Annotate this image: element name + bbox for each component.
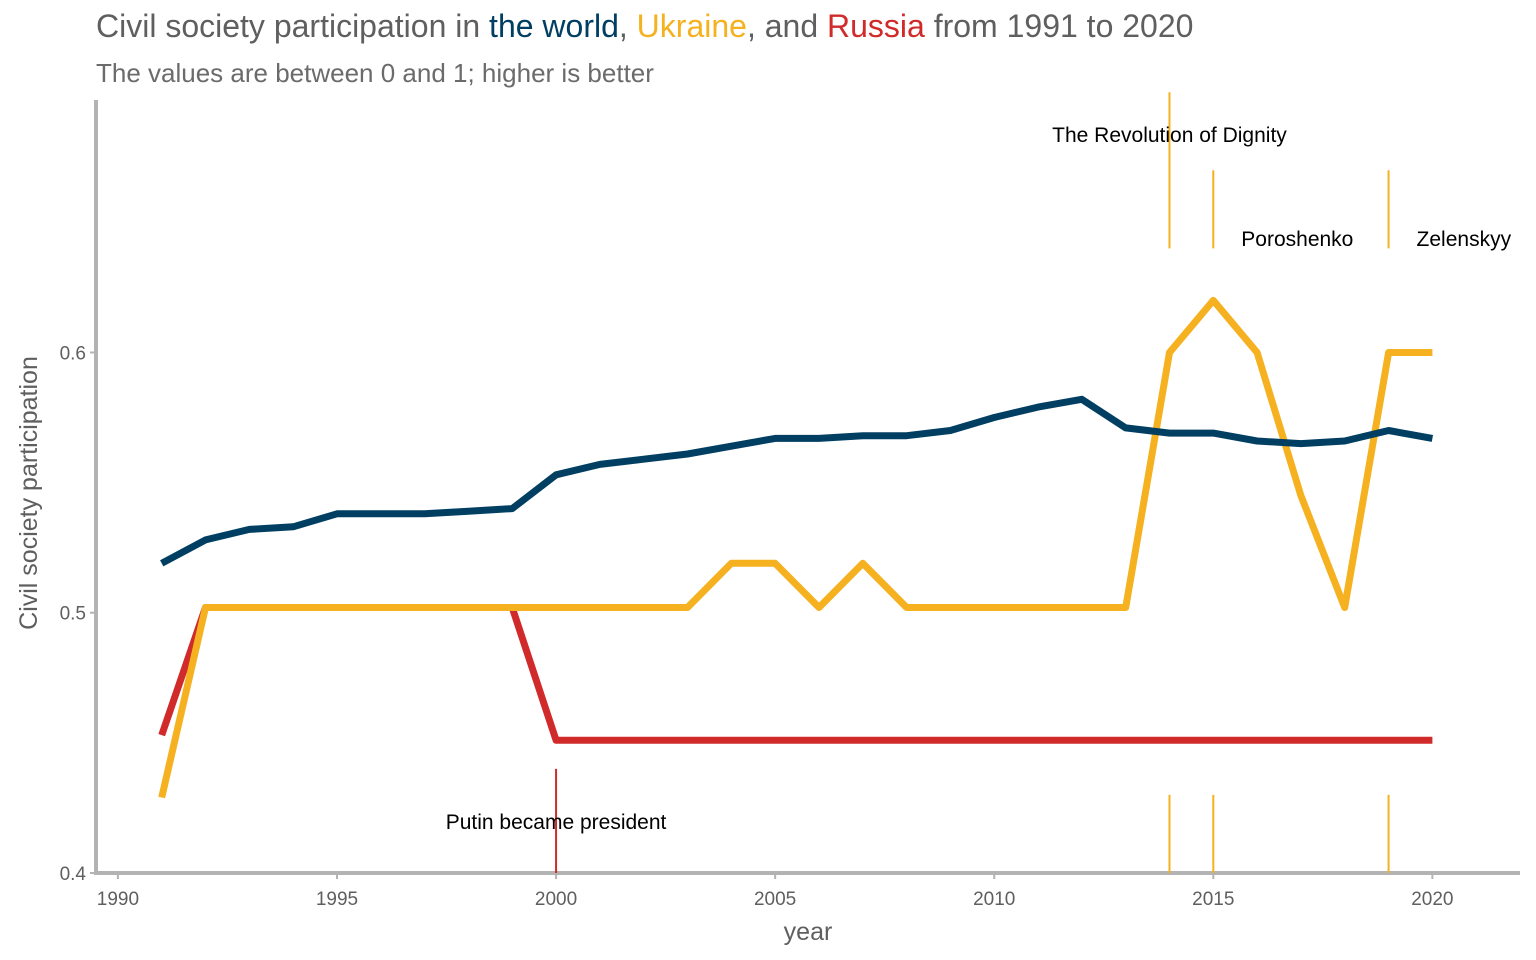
series-lines bbox=[158, 296, 1434, 799]
y-tick-label: 0.5 bbox=[60, 604, 86, 625]
event-label: Poroshenko bbox=[1241, 228, 1353, 251]
title-sep1: , bbox=[618, 8, 637, 44]
x-tick-label: 1995 bbox=[316, 889, 358, 910]
event-label: Zelenskyy bbox=[1417, 228, 1512, 251]
x-tick-label: 2020 bbox=[1411, 889, 1453, 910]
chart-title: Civil society participation in the world… bbox=[96, 8, 1193, 45]
axes: 1990 1995 2000 2005 2010 2015 2020 0.4 0.5 0.6 bbox=[60, 100, 1520, 910]
y-axis-title: Civil society participation bbox=[15, 356, 43, 630]
event-markers bbox=[555, 92, 1390, 873]
series-line-world bbox=[160, 395, 1434, 567]
title-suffix: from 1991 to 2020 bbox=[924, 8, 1194, 44]
x-tick-label: 2005 bbox=[754, 889, 796, 910]
event-label: Putin became president bbox=[446, 811, 667, 834]
x-tick-label: 2010 bbox=[973, 889, 1015, 910]
event-labels: Putin became president The Revolution of … bbox=[446, 124, 1512, 834]
title-prefix: Civil society participation in bbox=[96, 8, 490, 44]
chart-subtitle: The values are between 0 and 1; higher i… bbox=[96, 58, 654, 88]
title-world: the world bbox=[489, 8, 619, 44]
event-label: The Revolution of Dignity bbox=[1052, 124, 1287, 147]
series-line-ukraine bbox=[158, 296, 1433, 799]
series-line-russia bbox=[158, 604, 1433, 744]
x-axis-title: year bbox=[784, 918, 833, 946]
x-tick-label: 2015 bbox=[1192, 889, 1234, 910]
y-tick-label: 0.6 bbox=[60, 343, 86, 364]
x-tick-label: 2000 bbox=[535, 889, 577, 910]
x-tick-label: 1990 bbox=[97, 889, 139, 910]
title-russia: Russia bbox=[827, 8, 925, 44]
title-sep2: , and bbox=[746, 8, 827, 44]
y-tick-label: 0.4 bbox=[60, 864, 87, 885]
title-ukraine: Ukraine bbox=[636, 8, 747, 44]
